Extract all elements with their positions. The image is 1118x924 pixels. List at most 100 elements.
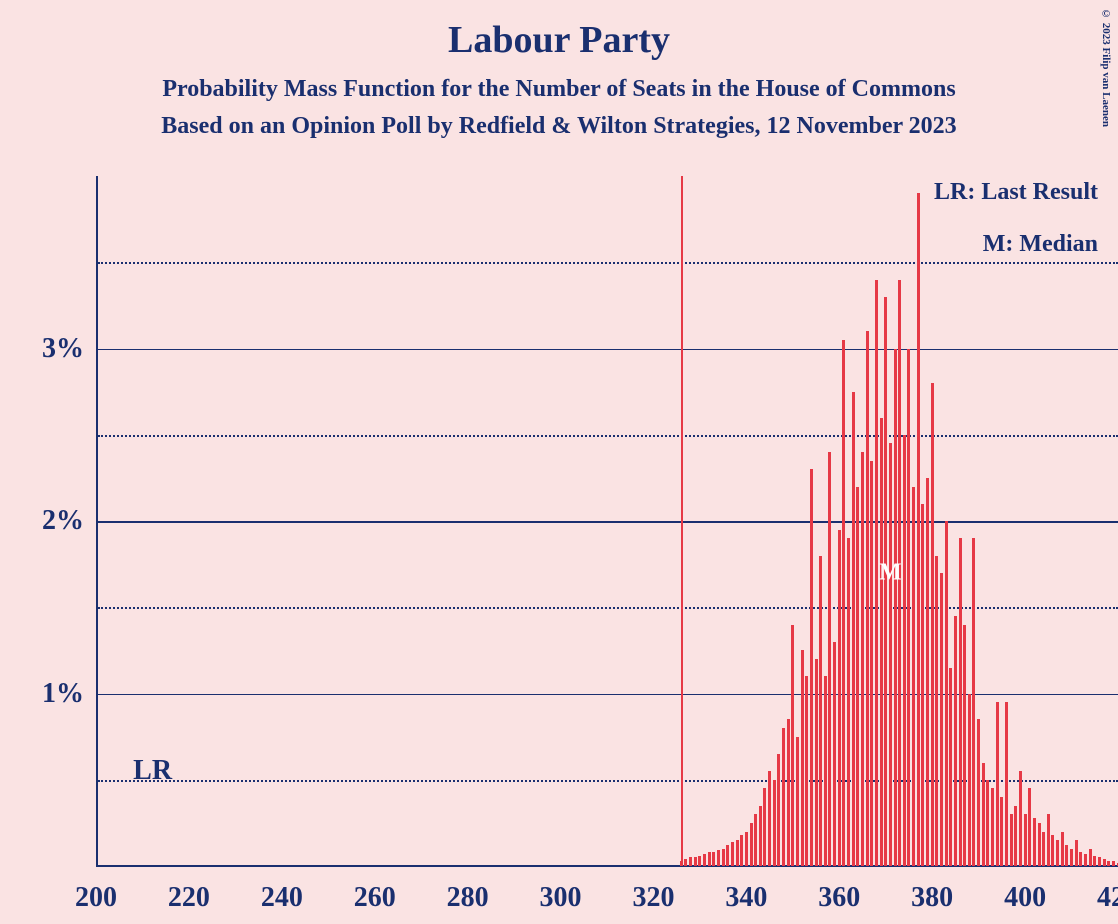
pmf-bar [838,530,841,866]
pmf-bar [940,573,943,866]
pmf-bar [875,280,878,867]
pmf-bar [768,771,771,866]
pmf-bar [1033,818,1036,866]
pmf-bar [782,728,785,866]
pmf-bar [703,854,706,866]
pmf-bar [949,668,952,866]
pmf-bar [977,719,980,866]
pmf-bar [856,487,859,867]
pmf-bar [1089,849,1092,866]
pmf-bar [866,331,869,866]
gridline [98,262,1118,264]
pmf-bar [894,349,897,867]
legend-last-result: LR: Last Result [934,179,1098,206]
pmf-bar [1014,806,1017,866]
pmf-bar [1047,814,1050,866]
pmf-bar [945,521,948,866]
pmf-bar [1000,797,1003,866]
pmf-bar [1056,840,1059,866]
pmf-bar [968,694,971,867]
pmf-bar [680,861,683,866]
pmf-bar [801,650,804,866]
last-result-line [681,176,683,866]
pmf-bar [712,852,715,866]
x-tick-label: 400 [1004,866,1046,914]
pmf-bar [1098,857,1101,866]
pmf-bar [1084,854,1087,866]
pmf-bar [861,452,864,866]
pmf-bar [1070,849,1073,866]
x-tick-label: 320 [632,866,674,914]
pmf-bar [754,814,757,866]
pmf-bar [1079,852,1082,866]
pmf-bar [972,538,975,866]
pmf-bar [694,857,697,866]
pmf-bar [935,556,938,867]
pmf-bar [996,702,999,866]
pmf-bar [1028,788,1031,866]
median-marker-label: M [879,559,902,586]
pmf-bar [689,857,692,866]
pmf-bar [1107,861,1110,866]
legend-median: M: Median [983,231,1098,258]
pmf-bar [777,754,780,866]
y-tick-label: 2% [42,505,96,537]
pmf-bar [931,383,934,866]
pmf-bar [717,850,720,866]
pmf-bar [926,478,929,866]
pmf-bar [759,806,762,866]
x-tick-label: 420 [1097,866,1118,914]
x-tick-label: 300 [540,866,582,914]
pmf-bar [1010,814,1013,866]
pmf-bar [698,856,701,866]
pmf-bar [982,763,985,867]
pmf-bar [1061,832,1064,867]
pmf-bar [763,788,766,866]
pmf-bar [1051,835,1054,866]
page-title: Labour Party [0,0,1118,62]
pmf-bar [912,487,915,867]
pmf-bar [954,616,957,866]
pmf-bar [1093,856,1096,866]
pmf-bar [1065,845,1068,866]
pmf-bar [991,788,994,866]
pmf-bar [870,461,873,866]
pmf-bar [722,849,725,866]
gridline [98,521,1118,523]
pmf-bar [1024,814,1027,866]
x-tick-label: 240 [261,866,303,914]
pmf-bar [1075,840,1078,866]
pmf-bar [1112,861,1115,866]
x-tick-label: 380 [911,866,953,914]
pmf-bar [880,418,883,867]
x-tick-label: 220 [168,866,210,914]
pmf-bar [903,435,906,866]
pmf-bar [1038,823,1041,866]
pmf-bar [731,842,734,866]
chart-plot-area: 1%2%3%2002202402602803003203403603804004… [96,176,1118,866]
y-tick-label: 3% [42,333,96,365]
gridline [98,607,1118,609]
pmf-bar [819,556,822,867]
pmf-bar [917,193,920,866]
x-tick-label: 360 [818,866,860,914]
pmf-bar [736,840,739,866]
x-tick-label: 280 [447,866,489,914]
pmf-bar [740,835,743,866]
pmf-bar [824,676,827,866]
pmf-bar [986,780,989,866]
pmf-bar [889,443,892,866]
subtitle-line-2: Based on an Opinion Poll by Redfield & W… [0,113,1118,140]
x-tick-label: 260 [354,866,396,914]
pmf-bar [1005,702,1008,866]
pmf-bar [1042,832,1045,867]
pmf-bar [787,719,790,866]
pmf-bar [959,538,962,866]
pmf-bar [815,659,818,866]
pmf-bar [828,452,831,866]
pmf-bar [708,852,711,866]
subtitle-line-1: Probability Mass Function for the Number… [0,76,1118,103]
y-tick-label: 1% [42,678,96,710]
copyright-text: © 2023 Filip van Laenen [1100,8,1112,127]
lr-marker-label: LR [133,755,172,787]
